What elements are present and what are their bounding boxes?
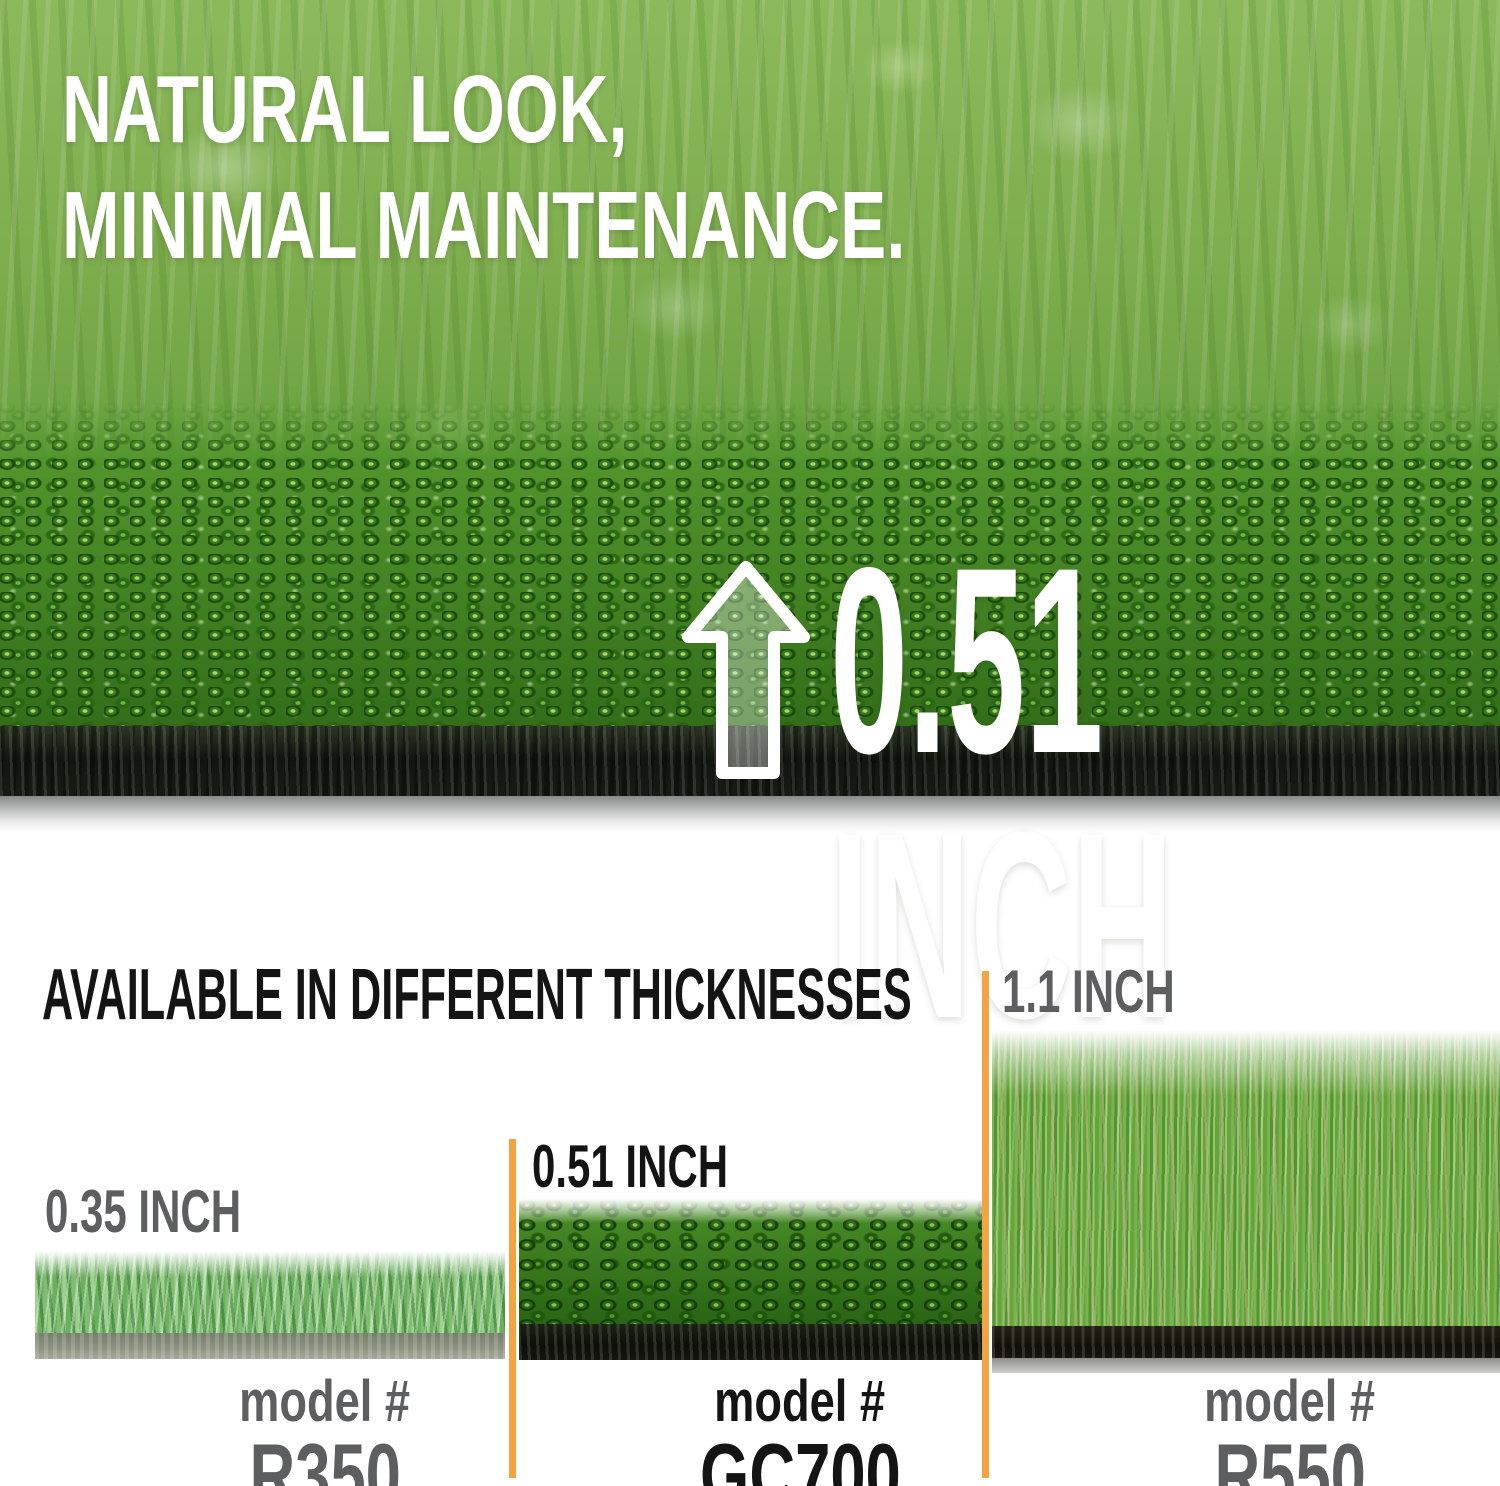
headline: NATURAL LOOK, MINIMAL MAINTENANCE.	[62, 52, 1234, 284]
headline-line-1: NATURAL LOOK,	[62, 56, 628, 163]
turf-backing-gc700	[519, 1324, 982, 1360]
model-number: GC700	[699, 1425, 901, 1486]
turf-swatch-r550	[992, 1030, 1500, 1362]
thickness-label-r550: 1.1 INCH	[1002, 958, 1175, 1025]
ground-shadow	[0, 796, 1500, 832]
turf-backing-r550	[992, 1326, 1500, 1362]
turf-swatch-gc700	[519, 1199, 982, 1360]
height-up-arrow-icon	[682, 561, 810, 779]
model-number: R350	[249, 1425, 401, 1486]
divider-line-left	[509, 1139, 516, 1478]
model-prefix: model #	[714, 1369, 886, 1434]
hero-photo: NATURAL LOOK, MINIMAL MAINTENANCE. 0.51 …	[0, 0, 1500, 1059]
pile-height-label: 0.51 INCH	[830, 513, 1174, 1074]
section-title-text: AVAILABLE IN DIFFERENT THICKNESSES	[42, 955, 912, 1035]
thickness-label-gc700: 0.51 INCH	[532, 1133, 729, 1200]
turf-backing-r350	[35, 1333, 505, 1359]
model-label-r350: model # R350	[90, 1372, 560, 1486]
model-label-gc700: model # GC700	[570, 1372, 1030, 1486]
turf-black-backing	[0, 726, 1500, 798]
model-number: R550	[1214, 1425, 1366, 1486]
thickness-label-r350: 0.35 INCH	[45, 1178, 242, 1245]
model-prefix: model #	[1204, 1369, 1376, 1434]
headline-line-2: MINIMAL MAINTENANCE.	[62, 172, 906, 280]
model-label-r550: model # R550	[1040, 1372, 1500, 1486]
divider-line-right	[982, 971, 989, 1478]
model-prefix: model #	[239, 1369, 411, 1434]
section-title: AVAILABLE IN DIFFERENT THICKNESSES	[42, 959, 1491, 1031]
turf-swatch-r350	[35, 1251, 505, 1359]
turf-shadow-r550	[992, 1358, 1500, 1373]
